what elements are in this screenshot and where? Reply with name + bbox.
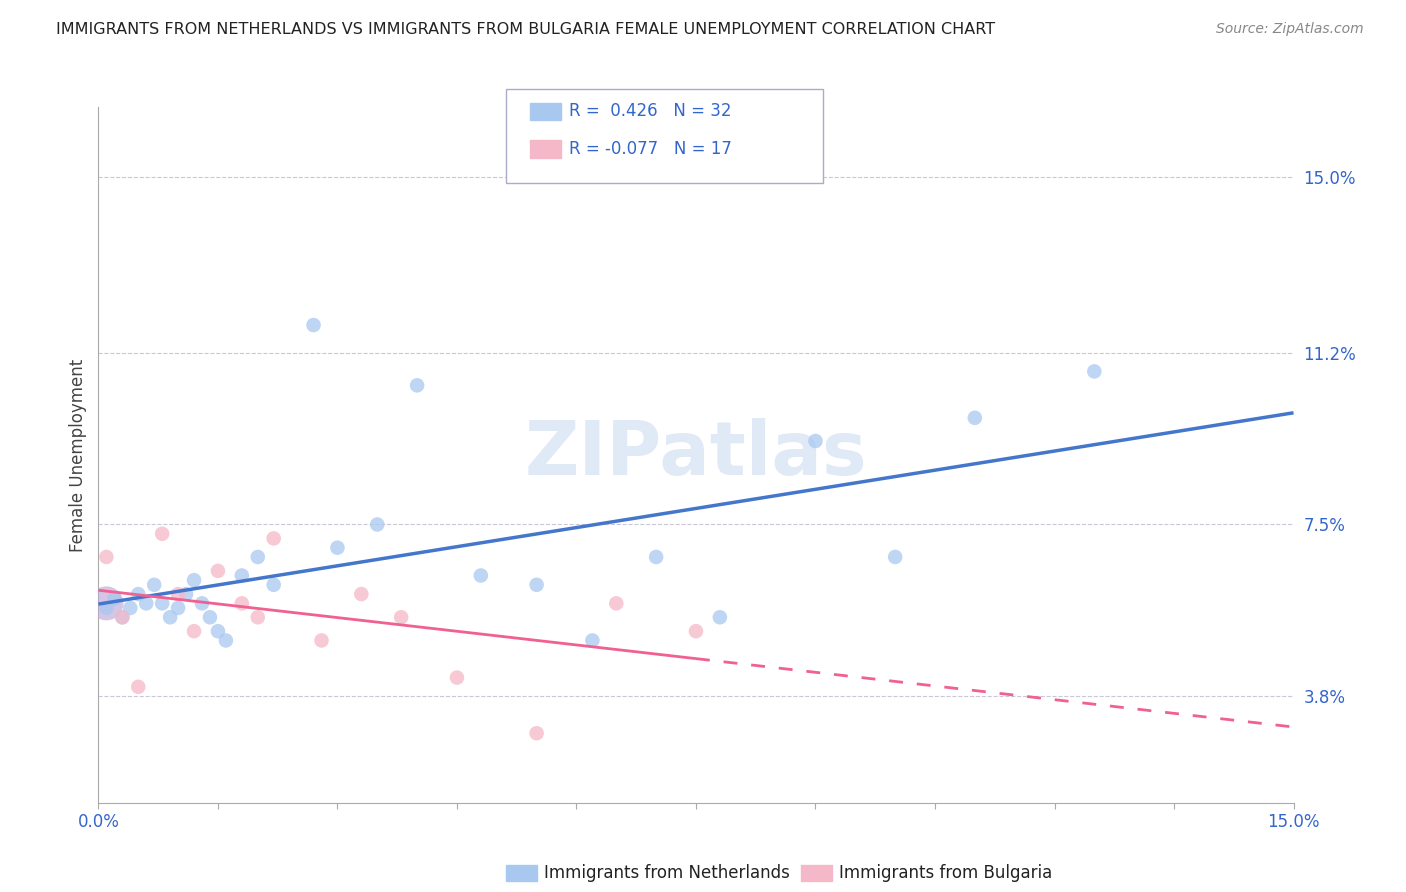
Point [96, 596, 118, 610]
Point [709, 610, 731, 624]
Point [366, 517, 388, 532]
Point [470, 568, 492, 582]
Text: Immigrants from Bulgaria: Immigrants from Bulgaria [839, 864, 1053, 882]
Point [167, 587, 190, 601]
Point [263, 578, 285, 592]
Point [96, 601, 118, 615]
Point [135, 596, 157, 610]
Y-axis label: Female Unemployment: Female Unemployment [69, 359, 87, 551]
Point [231, 568, 253, 582]
Point [207, 564, 229, 578]
Point [215, 633, 238, 648]
Point [143, 578, 166, 592]
Point [389, 610, 412, 624]
Point [645, 549, 668, 564]
Point [884, 549, 907, 564]
Point [174, 587, 197, 601]
Point [326, 541, 349, 555]
Point [263, 532, 285, 546]
Point [207, 624, 229, 639]
Point [150, 596, 173, 610]
Text: Immigrants from Netherlands: Immigrants from Netherlands [544, 864, 790, 882]
Point [406, 378, 429, 392]
Point [198, 610, 221, 624]
Point [605, 596, 627, 610]
Text: R = -0.077   N = 17: R = -0.077 N = 17 [569, 140, 733, 158]
Point [963, 410, 986, 425]
Point [446, 671, 468, 685]
Point [96, 549, 118, 564]
Point [231, 596, 253, 610]
Point [685, 624, 707, 639]
Point [103, 591, 125, 606]
Point [581, 633, 603, 648]
Point [150, 526, 173, 541]
Point [120, 601, 142, 615]
Point [311, 633, 333, 648]
Point [111, 610, 134, 624]
Point [350, 587, 373, 601]
Point [127, 680, 149, 694]
Point [111, 610, 134, 624]
Point [302, 318, 325, 332]
Point [1083, 364, 1105, 378]
Point [246, 610, 269, 624]
Point [804, 434, 827, 448]
Point [246, 549, 269, 564]
Point [183, 573, 205, 587]
Point [526, 726, 548, 740]
Point [526, 578, 548, 592]
Point [191, 596, 214, 610]
Text: IMMIGRANTS FROM NETHERLANDS VS IMMIGRANTS FROM BULGARIA FEMALE UNEMPLOYMENT CORR: IMMIGRANTS FROM NETHERLANDS VS IMMIGRANT… [56, 22, 995, 37]
Point [127, 587, 149, 601]
Text: R =  0.426   N = 32: R = 0.426 N = 32 [569, 103, 733, 120]
Point [159, 610, 181, 624]
Point [167, 601, 190, 615]
Text: Source: ZipAtlas.com: Source: ZipAtlas.com [1216, 22, 1364, 37]
Point [183, 624, 205, 639]
Text: ZIPatlas: ZIPatlas [524, 418, 868, 491]
